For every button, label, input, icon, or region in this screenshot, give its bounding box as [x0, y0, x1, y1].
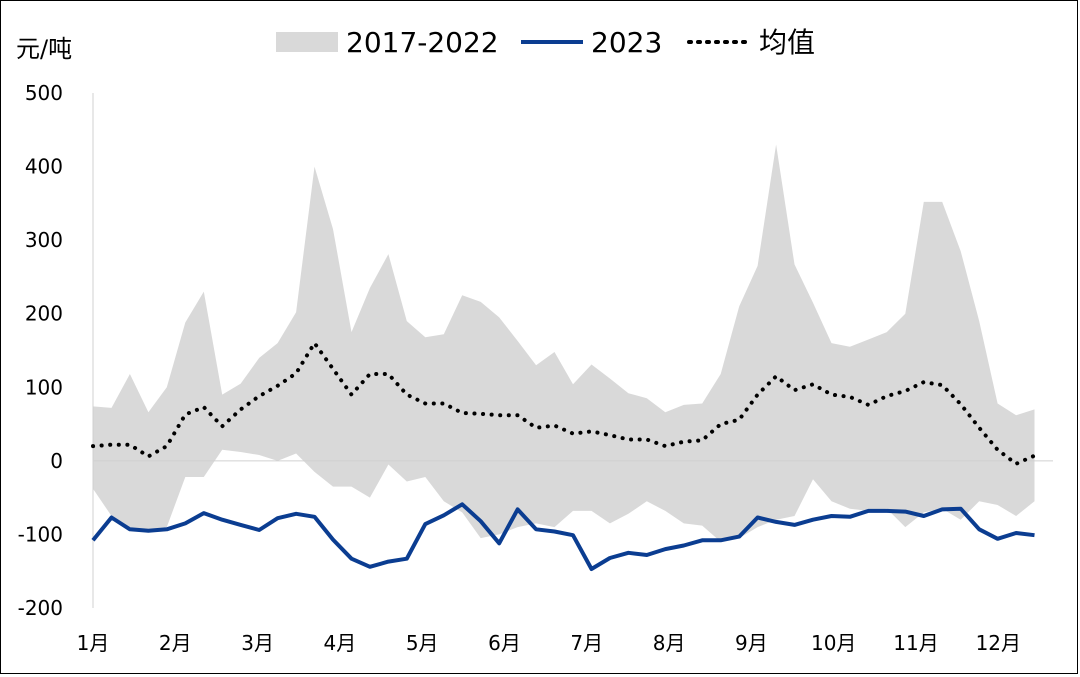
y-axis-unit-label: 元/吨: [16, 35, 72, 63]
y-tick-label: 100: [25, 375, 63, 399]
y-tick-label: -100: [18, 522, 63, 546]
legend-swatch-range: [276, 32, 338, 52]
y-tick-label: 300: [25, 228, 63, 252]
legend-label-range: 2017-2022: [346, 26, 499, 59]
y-tick-label: -200: [18, 596, 63, 620]
x-tick-label: 1月: [77, 631, 110, 655]
y-tick-label: 200: [25, 302, 63, 326]
range-area-2017-2022: [93, 144, 1035, 542]
x-tick-label: 10月: [811, 631, 856, 655]
x-tick-labels: 1月 2月 3月 4月 5月 6月 7月 8月 9月 10月 11月 12月: [77, 631, 1021, 655]
series-line-2023: [91, 502, 1035, 571]
line-2023-layer: [91, 502, 1035, 571]
x-tick-label: 2月: [159, 631, 192, 655]
x-tick-label: 5月: [406, 631, 439, 655]
series-line-mean: [91, 339, 1037, 467]
range-area-layer: [93, 144, 1035, 542]
x-tick-label: 11月: [893, 631, 938, 655]
legend-label-2023: 2023: [591, 26, 662, 59]
y-tick-label: 0: [50, 449, 63, 473]
x-tick-label: 9月: [735, 631, 768, 655]
x-tick-label: 7月: [570, 631, 603, 655]
x-tick-label: 8月: [653, 631, 686, 655]
x-tick-label: 4月: [324, 631, 357, 655]
y-tick-label: 400: [25, 155, 63, 179]
legend-label-mean: 均值: [759, 26, 815, 59]
x-tick-label: 12月: [976, 631, 1021, 655]
legend: 2017-2022 2023 均值: [276, 26, 815, 59]
y-tick-label: 500: [25, 81, 63, 105]
x-tick-label: 3月: [241, 631, 274, 655]
x-tick-label: 6月: [488, 631, 521, 655]
mean-line-layer: [91, 339, 1037, 467]
y-tick-labels: 500 400 300 200 100 0 -100 -200: [18, 81, 63, 620]
axis-layer: [92, 93, 1053, 608]
